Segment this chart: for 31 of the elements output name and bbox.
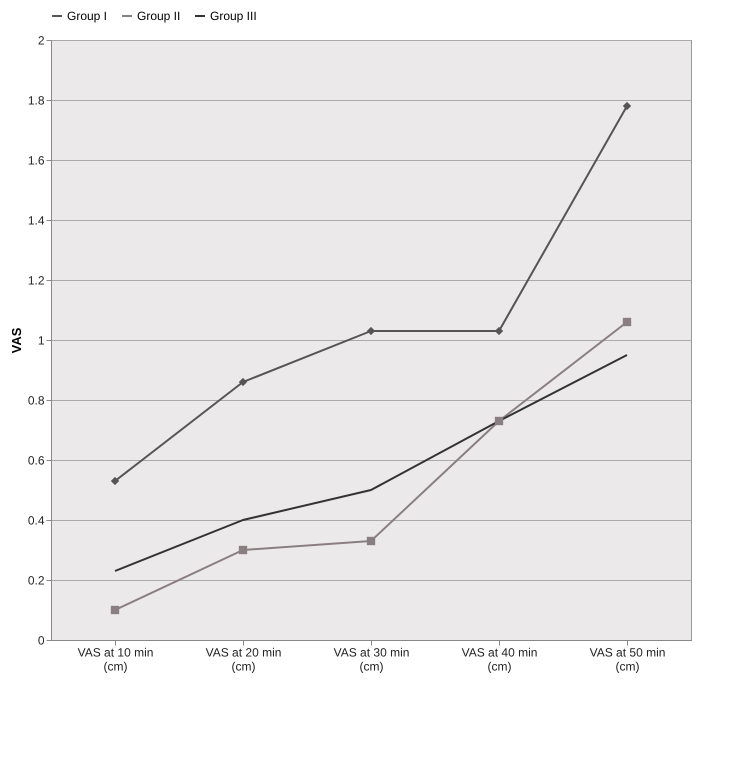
y-tick-label: 0 <box>38 634 45 648</box>
legend-label: Group II <box>137 9 180 23</box>
y-tick-label: 1.4 <box>28 214 45 228</box>
x-tick-label: VAS at 10 min (cm) <box>78 646 154 674</box>
x-tick-label: VAS at 20 min (cm) <box>206 646 282 674</box>
point <box>110 476 120 486</box>
x-tick-label: VAS at 50 min (cm) <box>590 646 666 674</box>
point <box>494 326 504 336</box>
point <box>622 318 632 326</box>
point <box>238 546 248 554</box>
y-tick-label: 0.6 <box>28 454 45 468</box>
legend-label: Group I <box>67 9 108 23</box>
y-tick-label: 0.4 <box>28 514 45 528</box>
y-tick-label: 1.6 <box>28 154 45 168</box>
x-tick-label: VAS at 30 min (cm) <box>334 646 410 674</box>
x-tick-label: VAS at 40 min (cm) <box>462 646 538 674</box>
y-tick-label: 0.8 <box>28 394 45 408</box>
point <box>238 378 248 386</box>
point <box>366 326 376 336</box>
point <box>110 606 120 614</box>
y-tick-label: 1 <box>38 334 45 348</box>
point <box>366 536 376 546</box>
line-series <box>114 354 628 572</box>
point <box>622 102 632 110</box>
y-axis-title: VAS <box>8 327 24 354</box>
point <box>494 416 504 426</box>
y-tick-label: 1.2 <box>28 274 45 288</box>
y-tick-label: 1.8 <box>28 94 45 108</box>
y-tick-label: 0.2 <box>28 574 45 588</box>
legend-label: Group III <box>210 9 257 23</box>
y-tick-label: 2 <box>38 34 45 48</box>
